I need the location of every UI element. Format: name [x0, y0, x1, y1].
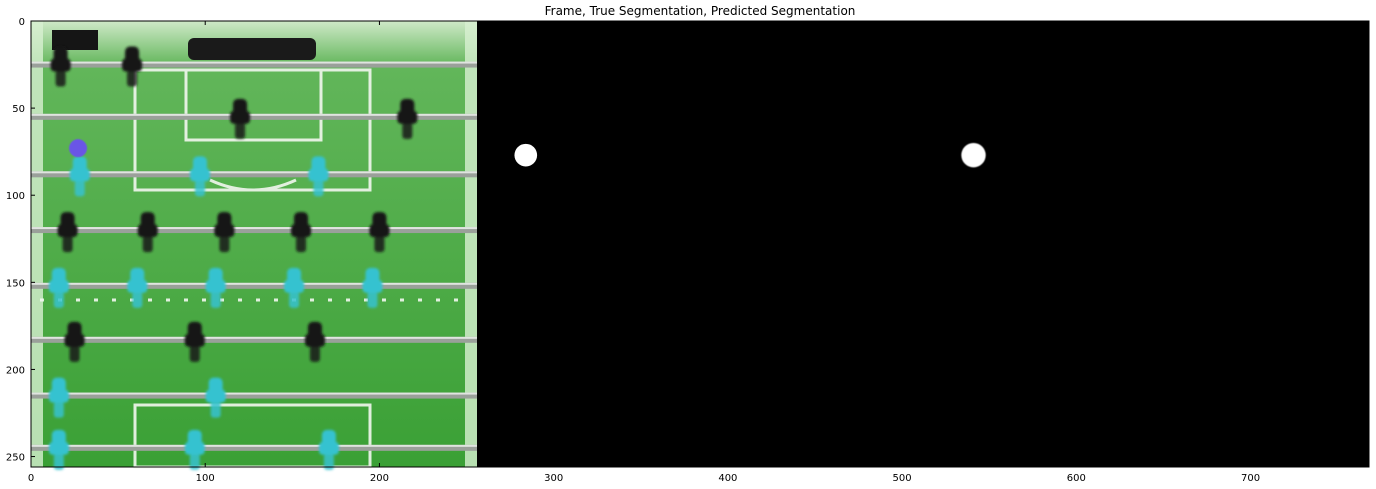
chart-title: Frame, True Segmentation, Predicted Segm…: [544, 4, 856, 18]
axes-frame: [30, 20, 1370, 468]
player-3-1: [137, 212, 158, 253]
x-tick-label: 0: [28, 473, 34, 484]
y-tick-label: 250: [6, 453, 25, 464]
rod-5: [31, 321, 477, 362]
y-tick-label: 100: [6, 191, 25, 202]
rod-2: [31, 156, 477, 197]
frame-ball: [69, 139, 88, 158]
y-tick-label: 50: [12, 104, 25, 115]
x-tick-label: 300: [544, 473, 563, 484]
player-1-1: [397, 98, 418, 139]
player-1-0: [230, 98, 251, 139]
player-3-3: [291, 212, 312, 253]
y-tick-label: 0: [19, 17, 25, 28]
player-0-0: [50, 46, 71, 87]
player-4-0: [48, 267, 69, 308]
player-2-1: [189, 156, 210, 197]
x-tick-label: 100: [196, 473, 215, 484]
rod-6: [31, 377, 477, 418]
segmentation-panels: [477, 21, 1369, 467]
rod-3: [31, 212, 477, 253]
player-7-1: [184, 429, 205, 470]
rod-7: [31, 429, 477, 470]
player-5-2: [304, 321, 325, 362]
x-tick-label: 700: [1241, 473, 1260, 484]
player-3-0: [57, 212, 78, 253]
x-tick-label: 400: [718, 473, 737, 484]
axis-ticks: 0 100 200 300 400 500 600 700 0 50 100 150 200 250: [6, 17, 1369, 484]
player-6-0: [48, 377, 69, 418]
player-3-4: [369, 212, 390, 253]
rod-1: [31, 98, 477, 139]
x-tick-label: 500: [893, 473, 912, 484]
player-2-0: [69, 156, 90, 197]
y-tick-label: 150: [6, 278, 25, 289]
x-tick-label: 600: [1067, 473, 1086, 484]
player-6-1: [205, 377, 226, 418]
player-4-4: [362, 267, 383, 308]
player-3-2: [214, 212, 235, 253]
player-0-1: [122, 46, 143, 87]
player-4-3: [284, 267, 305, 308]
player-7-2: [318, 429, 339, 470]
player-5-1: [184, 321, 205, 362]
true-segmentation-ball: [514, 143, 538, 167]
player-7-0: [48, 429, 69, 470]
player-5-0: [64, 321, 85, 362]
player-4-1: [127, 267, 148, 308]
rod-4: [31, 267, 477, 308]
frame-panel: [31, 21, 477, 470]
x-tick-label: 200: [370, 473, 389, 484]
predicted-segmentation-ball: [961, 142, 986, 168]
player-2-2: [308, 156, 329, 197]
y-tick-label: 200: [6, 365, 25, 376]
rod-0: [31, 46, 477, 87]
player-4-2: [205, 267, 226, 308]
